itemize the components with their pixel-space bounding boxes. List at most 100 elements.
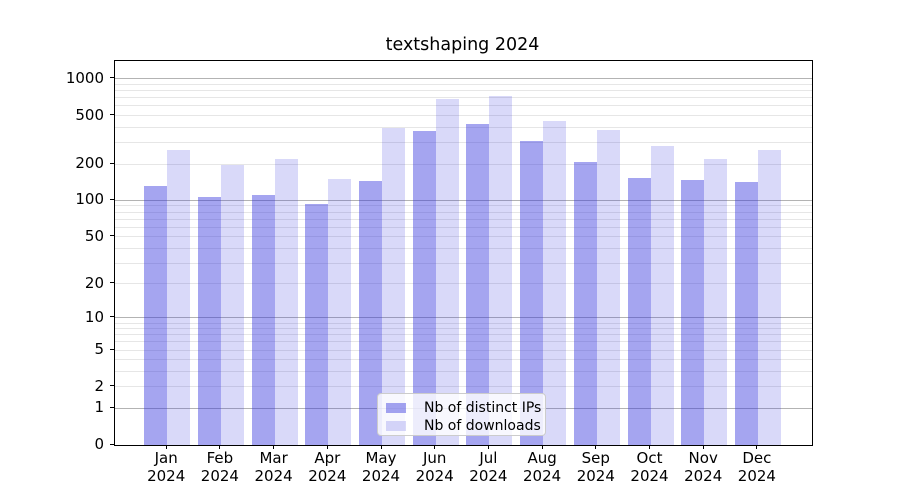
bar-downloads-sep (596, 129, 620, 445)
x-tick-mark (487, 445, 489, 449)
minor-gridline (115, 97, 812, 99)
x-tick-mark (702, 445, 704, 449)
x-tick-label-jun: Jun 2024 (415, 449, 454, 485)
y-tick-label: 200 (75, 154, 104, 172)
y-tick-label: 10 (84, 307, 104, 326)
y-tick-label: 2 (94, 376, 104, 395)
x-tick-mark (273, 445, 275, 449)
y-tick-mark (110, 235, 114, 237)
bar-ips-mar (251, 194, 275, 445)
bar-downloads-dec (757, 149, 781, 445)
legend-swatch-downloads (386, 420, 406, 431)
minor-gridline (115, 105, 812, 107)
minor-gridline (115, 142, 812, 144)
legend-row: Nb of distinct IPs (386, 399, 541, 416)
bar-downloads-mar (274, 158, 298, 445)
minor-gridline (115, 283, 812, 285)
x-tick-mark (756, 445, 758, 449)
y-tick-mark (110, 406, 114, 408)
bar-downloads-feb (220, 164, 244, 445)
x-tick-mark (165, 445, 167, 449)
x-tick-label-jan: Jan 2024 (147, 449, 186, 485)
y-tick-mark (110, 282, 114, 284)
major-gridline (115, 78, 812, 80)
legend-label: Nb of distinct IPs (424, 399, 542, 416)
x-tick-mark (595, 445, 597, 449)
y-tick-label: 500 (75, 105, 104, 124)
y-tick-label: 5 (94, 340, 104, 359)
minor-gridline (115, 247, 812, 249)
minor-gridline (115, 236, 812, 238)
minor-gridline (115, 262, 812, 264)
minor-gridline (115, 126, 812, 128)
x-tick-label-jul: Jul 2024 (469, 449, 508, 485)
x-tick-mark (380, 445, 382, 449)
bar-downloads-oct (650, 145, 674, 445)
bar-downloads-jun (435, 98, 459, 445)
legend-swatch-ips (386, 402, 406, 413)
minor-gridline (115, 334, 812, 336)
x-tick-label-aug: Aug 2024 (523, 449, 562, 485)
y-tick-mark (110, 162, 114, 164)
x-tick-label-may: May 2024 (361, 449, 401, 485)
legend-label: Nb of downloads (424, 417, 541, 434)
plot-area (114, 60, 813, 446)
y-tick-label: 1 (94, 398, 104, 417)
y-tick-mark (110, 443, 114, 445)
y-tick-label: 1000 (65, 68, 104, 87)
bar-ips-apr (305, 204, 329, 445)
minor-gridline (115, 115, 812, 117)
x-tick-mark (434, 445, 436, 449)
minor-gridline (115, 218, 812, 220)
bar-downloads-apr (328, 179, 352, 445)
minor-gridline (115, 84, 812, 86)
minor-gridline (115, 226, 812, 228)
y-tick-mark (110, 198, 114, 200)
x-tick-label-nov: Nov 2024 (684, 449, 723, 485)
minor-gridline (115, 211, 812, 213)
y-tick-label: 50 (84, 226, 104, 245)
y-tick-mark (110, 316, 114, 318)
x-tick-mark (326, 445, 328, 449)
y-tick-mark (110, 385, 114, 387)
y-tick-label: 20 (84, 273, 104, 292)
bar-ips-feb (197, 197, 221, 445)
bar-downloads-jul (489, 96, 513, 445)
y-tick-mark (110, 348, 114, 350)
x-tick-mark (219, 445, 221, 449)
minor-gridline (115, 349, 812, 351)
minor-gridline (115, 328, 812, 330)
y-tick-label: 100 (75, 190, 104, 209)
y-tick-mark (110, 77, 114, 79)
bar-ips-nov (681, 179, 705, 445)
legend: Nb of distinct IPs Nb of downloads (377, 393, 546, 436)
bar-ips-jun (412, 130, 436, 445)
x-tick-label-mar: Mar 2024 (254, 449, 293, 485)
x-tick-label-oct: Oct 2024 (630, 449, 669, 485)
bar-ips-jan (144, 185, 168, 445)
bar-ips-may (359, 180, 382, 445)
bar-downloads-jan (167, 150, 191, 445)
minor-gridline (115, 359, 812, 361)
legend-row: Nb of downloads (386, 417, 541, 434)
y-tick-label: 0 (94, 435, 104, 453)
chart-title: textshaping 2024 (385, 35, 540, 55)
bar-downloads-nov (704, 159, 728, 445)
bar-ips-jul (466, 123, 490, 445)
bar-ips-aug (520, 140, 544, 445)
minor-gridline (115, 205, 812, 207)
minor-gridline (115, 90, 812, 92)
x-tick-label-sep: Sep 2024 (576, 449, 615, 485)
minor-gridline (115, 163, 812, 165)
bar-ips-dec (734, 182, 758, 445)
x-tick-label-feb: Feb 2024 (200, 449, 239, 485)
bar-downloads-may (382, 127, 405, 445)
minor-gridline (115, 386, 812, 388)
bar-downloads-aug (543, 121, 567, 445)
x-tick-label-apr: Apr 2024 (308, 449, 347, 485)
x-tick-mark (541, 445, 543, 449)
minor-gridline (115, 371, 812, 373)
minor-gridline (115, 322, 812, 324)
major-gridline (115, 199, 812, 201)
